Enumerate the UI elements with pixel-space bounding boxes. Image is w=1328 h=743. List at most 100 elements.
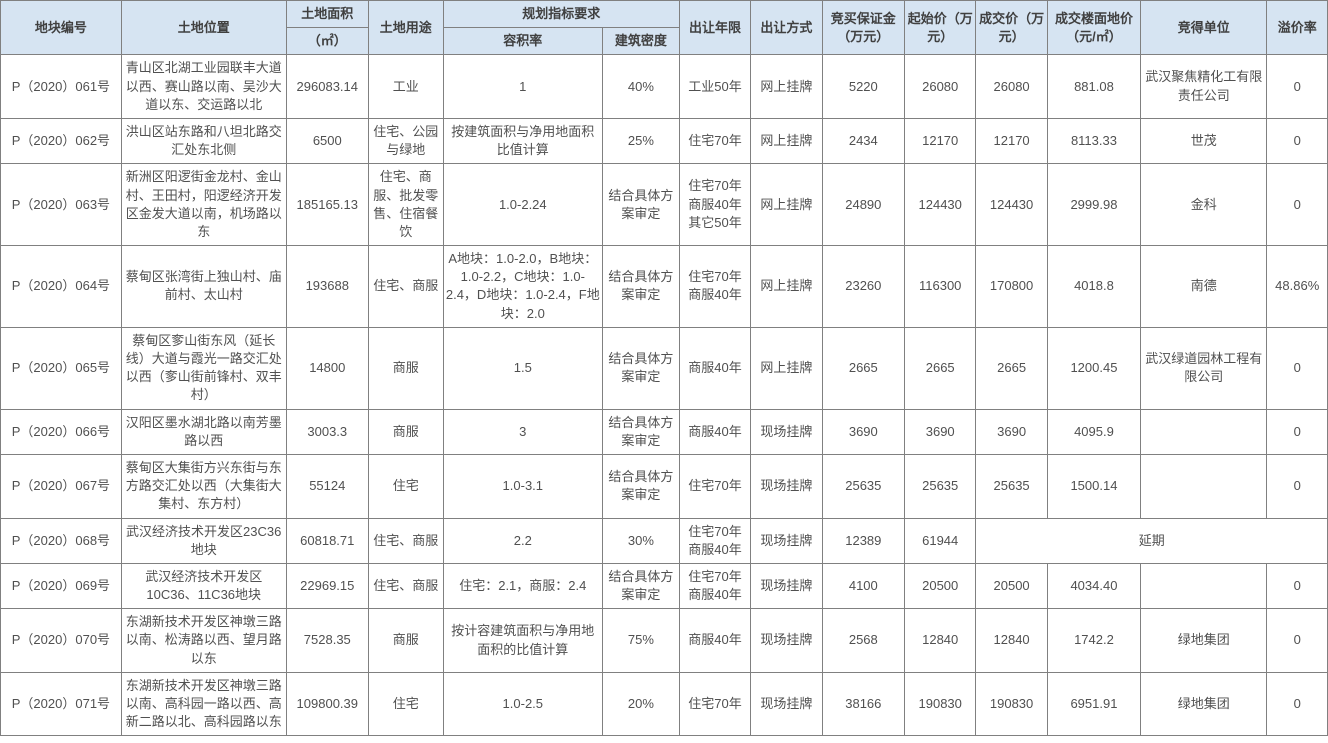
- cell-far: 住宅：2.1，商服：2.4: [443, 563, 602, 608]
- cell-area: 60818.71: [286, 518, 368, 563]
- cell-deposit: 4100: [822, 563, 904, 608]
- cell-deposit: 5220: [822, 55, 904, 119]
- cell-loc: 蔡甸区奓山街东风（延长线）大道与霞光一路交汇处以西（奓山街前锋村、双丰村）: [121, 327, 286, 409]
- cell-start: 190830: [905, 672, 976, 736]
- cell-use: 商服: [368, 409, 443, 454]
- cell-method: 网上挂牌: [751, 246, 822, 328]
- cell-final: 170800: [976, 246, 1047, 328]
- cell-dens: 结合具体方案审定: [602, 563, 679, 608]
- cell-use: 住宅、商服、批发零售、住宿餐饮: [368, 164, 443, 246]
- cell-deposit: 2434: [822, 118, 904, 163]
- table-header: 地块编号 土地位置 土地面积 土地用途 规划指标要求 出让年限 出让方式 竞买保…: [1, 1, 1328, 55]
- cell-term: 住宅70年商服40年: [679, 563, 750, 608]
- cell-loc: 武汉经济技术开发区23C36地块: [121, 518, 286, 563]
- col-method: 出让方式: [751, 1, 822, 55]
- cell-dens: 30%: [602, 518, 679, 563]
- col-start: 起始价（万元）: [905, 1, 976, 55]
- cell-loc: 汉阳区墨水湖北路以南芳墨路以西: [121, 409, 286, 454]
- cell-prem: 0: [1267, 672, 1328, 736]
- cell-term: 商服40年: [679, 327, 750, 409]
- cell-term: 住宅70年商服40年: [679, 246, 750, 328]
- cell-prem: 0: [1267, 563, 1328, 608]
- cell-floor: 881.08: [1047, 55, 1140, 119]
- cell-area: 185165.13: [286, 164, 368, 246]
- cell-use: 住宅: [368, 454, 443, 518]
- cell-term: 住宅70年商服40年: [679, 518, 750, 563]
- cell-far: 1.0-2.24: [443, 164, 602, 246]
- cell-method: 现场挂牌: [751, 454, 822, 518]
- cell-floor: 2999.98: [1047, 164, 1140, 246]
- cell-dens: 结合具体方案审定: [602, 409, 679, 454]
- cell-area: 296083.14: [286, 55, 368, 119]
- col-area-top: 土地面积: [286, 1, 368, 28]
- cell-dens: 结合具体方案审定: [602, 246, 679, 328]
- cell-start: 116300: [905, 246, 976, 328]
- col-prem: 溢价率: [1267, 1, 1328, 55]
- cell-method: 网上挂牌: [751, 55, 822, 119]
- cell-area: 55124: [286, 454, 368, 518]
- table-row: P（2020）067号蔡甸区大集街方兴东街与东方路交汇处以西（大集街大集村、东方…: [1, 454, 1328, 518]
- cell-method: 网上挂牌: [751, 327, 822, 409]
- cell-winner: [1141, 409, 1267, 454]
- cell-winner: 绿地集团: [1141, 672, 1267, 736]
- cell-term: 商服40年: [679, 609, 750, 673]
- cell-loc: 武汉经济技术开发区10C36、11C36地块: [121, 563, 286, 608]
- cell-winner: [1141, 563, 1267, 608]
- cell-start: 26080: [905, 55, 976, 119]
- cell-winner: 南德: [1141, 246, 1267, 328]
- cell-method: 网上挂牌: [751, 164, 822, 246]
- col-id: 地块编号: [1, 1, 122, 55]
- cell-term: 住宅70年: [679, 672, 750, 736]
- cell-use: 商服: [368, 327, 443, 409]
- cell-dens: 结合具体方案审定: [602, 164, 679, 246]
- col-plan: 规划指标要求: [443, 1, 679, 28]
- cell-id: P（2020）069号: [1, 563, 122, 608]
- cell-far: 1.5: [443, 327, 602, 409]
- cell-id: P（2020）062号: [1, 118, 122, 163]
- cell-loc: 洪山区站东路和八坦北路交汇处东北侧: [121, 118, 286, 163]
- cell-final: 124430: [976, 164, 1047, 246]
- cell-dens: 40%: [602, 55, 679, 119]
- cell-use: 商服: [368, 609, 443, 673]
- cell-dens: 20%: [602, 672, 679, 736]
- cell-start: 12840: [905, 609, 976, 673]
- cell-winner: 金科: [1141, 164, 1267, 246]
- cell-far: 1: [443, 55, 602, 119]
- cell-winner: 绿地集团: [1141, 609, 1267, 673]
- cell-deposit: 38166: [822, 672, 904, 736]
- cell-id: P（2020）063号: [1, 164, 122, 246]
- cell-merged-delay: 延期: [976, 518, 1328, 563]
- cell-method: 现场挂牌: [751, 409, 822, 454]
- cell-use: 住宅: [368, 672, 443, 736]
- cell-dens: 25%: [602, 118, 679, 163]
- cell-term: 住宅70年: [679, 454, 750, 518]
- cell-floor: 4095.9: [1047, 409, 1140, 454]
- cell-far: 按建筑面积与净用地面积比值计算: [443, 118, 602, 163]
- cell-prem: 0: [1267, 118, 1328, 163]
- cell-id: P（2020）070号: [1, 609, 122, 673]
- cell-term: 工业50年: [679, 55, 750, 119]
- cell-use: 住宅、商服: [368, 246, 443, 328]
- col-dens: 建筑密度: [602, 28, 679, 55]
- cell-final: 12170: [976, 118, 1047, 163]
- cell-method: 现场挂牌: [751, 672, 822, 736]
- cell-floor: 1742.2: [1047, 609, 1140, 673]
- cell-loc: 青山区北湖工业园联丰大道以西、赛山路以南、吴沙大道以东、交运路以北: [121, 55, 286, 119]
- cell-floor: 6951.91: [1047, 672, 1140, 736]
- cell-far: A地块：1.0-2.0，B地块：1.0-2.2，C地块：1.0-2.4，D地块：…: [443, 246, 602, 328]
- col-winner: 竞得单位: [1141, 1, 1267, 55]
- cell-far: 1.0-3.1: [443, 454, 602, 518]
- cell-start: 61944: [905, 518, 976, 563]
- cell-final: 2665: [976, 327, 1047, 409]
- cell-area: 14800: [286, 327, 368, 409]
- table-row: P（2020）066号汉阳区墨水湖北路以南芳墨路以西3003.3商服3结合具体方…: [1, 409, 1328, 454]
- cell-use: 工业: [368, 55, 443, 119]
- col-loc: 土地位置: [121, 1, 286, 55]
- cell-term: 住宅70年: [679, 118, 750, 163]
- cell-final: 20500: [976, 563, 1047, 608]
- table-row: P（2020）061号青山区北湖工业园联丰大道以西、赛山路以南、吴沙大道以东、交…: [1, 55, 1328, 119]
- cell-prem: 0: [1267, 409, 1328, 454]
- cell-deposit: 23260: [822, 246, 904, 328]
- cell-id: P（2020）068号: [1, 518, 122, 563]
- cell-loc: 蔡甸区大集街方兴东街与东方路交汇处以西（大集街大集村、东方村）: [121, 454, 286, 518]
